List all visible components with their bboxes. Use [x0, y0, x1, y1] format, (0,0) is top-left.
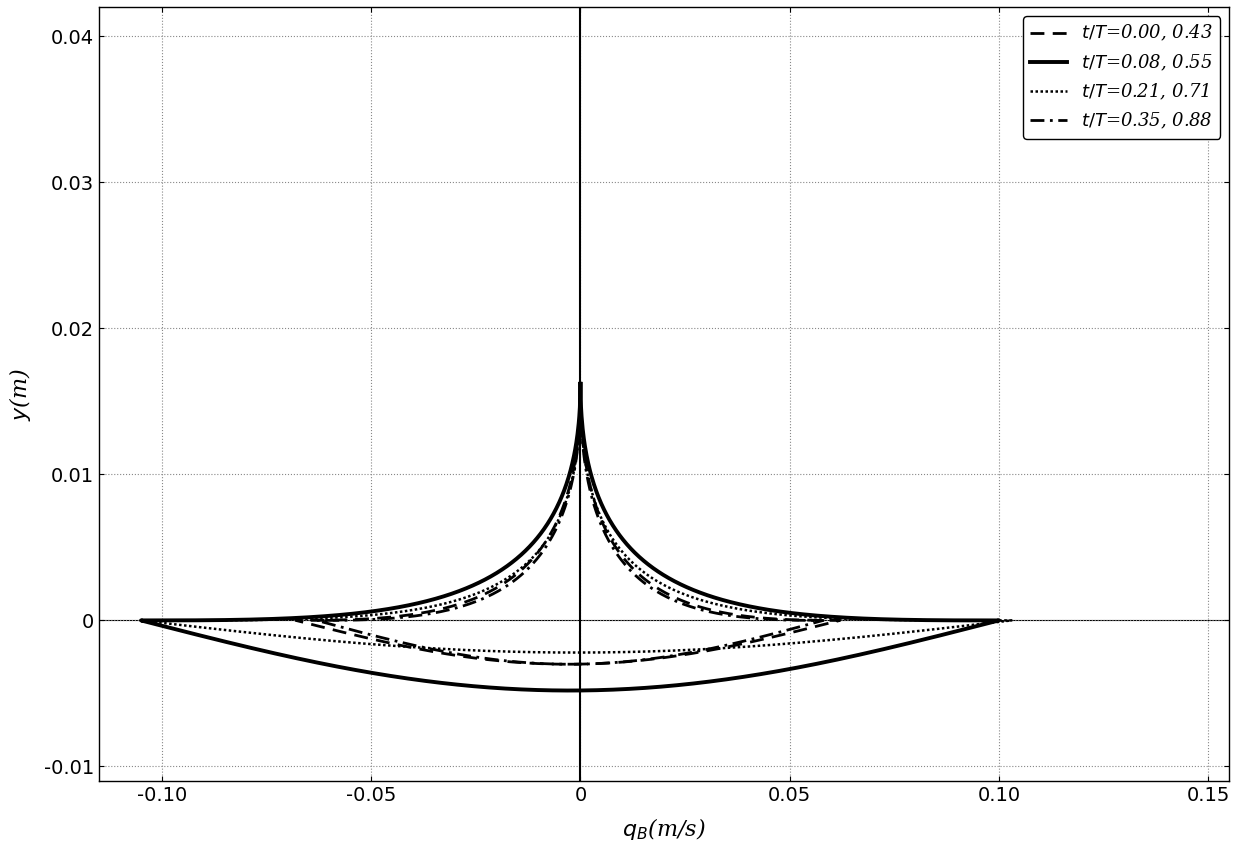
$t/T$=0.21, 0.71	[569, 648, 584, 658]
$t/T$=0.00, 0.43	[639, 576, 653, 586]
$t/T$=0.21, 0.71	[345, 611, 360, 621]
$t/T$=0.08, 0.55	[777, 607, 792, 617]
$t/T$=0.08, 0.55	[919, 633, 934, 644]
$t/T$=0.21, 0.71	[931, 624, 946, 634]
$t/T$=0.08, 0.55	[563, 685, 578, 695]
$t/T$=0.08, 0.55	[505, 683, 520, 694]
Legend: $t/T$=0.00, 0.43, $t/T$=0.08, 0.55, $t/T$=0.21, 0.71, $t/T$=0.35, 0.88: $t/T$=0.00, 0.43, $t/T$=0.08, 0.55, $t/T…	[1023, 16, 1220, 138]
X-axis label: $q_B$(m/s): $q_B$(m/s)	[622, 816, 706, 842]
Line: $t/T$=0.00, 0.43: $t/T$=0.00, 0.43	[296, 390, 839, 664]
$t/T$=0.35, 0.88	[435, 606, 450, 616]
$t/T$=0.00, 0.43	[523, 658, 538, 668]
$t/T$=0.08, 0.55	[573, 379, 588, 389]
$t/T$=0.00, 0.43	[425, 606, 440, 616]
$t/T$=0.35, 0.88	[563, 659, 578, 669]
$t/T$=0.35, 0.88	[635, 576, 650, 586]
Line: $t/T$=0.35, 0.88: $t/T$=0.35, 0.88	[316, 394, 823, 664]
$t/T$=0.08, 0.55	[573, 379, 588, 389]
$t/T$=0.35, 0.88	[774, 627, 789, 637]
$t/T$=0.21, 0.71	[510, 647, 525, 657]
$t/T$=0.08, 0.55	[345, 609, 360, 619]
$t/T$=0.00, 0.43	[786, 627, 801, 637]
$t/T$=0.35, 0.88	[528, 658, 543, 668]
$t/T$=0.00, 0.43	[701, 604, 715, 614]
$t/T$=0.08, 0.55	[440, 678, 455, 689]
Line: $t/T$=0.21, 0.71: $t/T$=0.21, 0.71	[141, 394, 1012, 653]
$t/T$=0.21, 0.71	[784, 610, 799, 621]
$t/T$=0.21, 0.71	[445, 644, 460, 655]
$t/T$=0.21, 0.71	[682, 591, 697, 601]
$t/T$=0.08, 0.55	[680, 582, 694, 593]
$t/T$=0.21, 0.71	[573, 389, 588, 399]
Line: $t/T$=0.08, 0.55: $t/T$=0.08, 0.55	[141, 384, 999, 690]
$t/T$=0.35, 0.88	[573, 389, 588, 399]
$t/T$=0.00, 0.43	[560, 659, 575, 669]
$t/T$=0.35, 0.88	[491, 655, 506, 665]
$t/T$=0.00, 0.43	[484, 655, 498, 665]
$t/T$=0.00, 0.43	[573, 385, 588, 395]
$t/T$=0.35, 0.88	[573, 389, 588, 399]
$t/T$=0.00, 0.43	[573, 385, 588, 395]
$t/T$=0.21, 0.71	[573, 389, 588, 399]
Y-axis label: $y$(m): $y$(m)	[7, 368, 33, 420]
$t/T$=0.35, 0.88	[692, 604, 707, 615]
